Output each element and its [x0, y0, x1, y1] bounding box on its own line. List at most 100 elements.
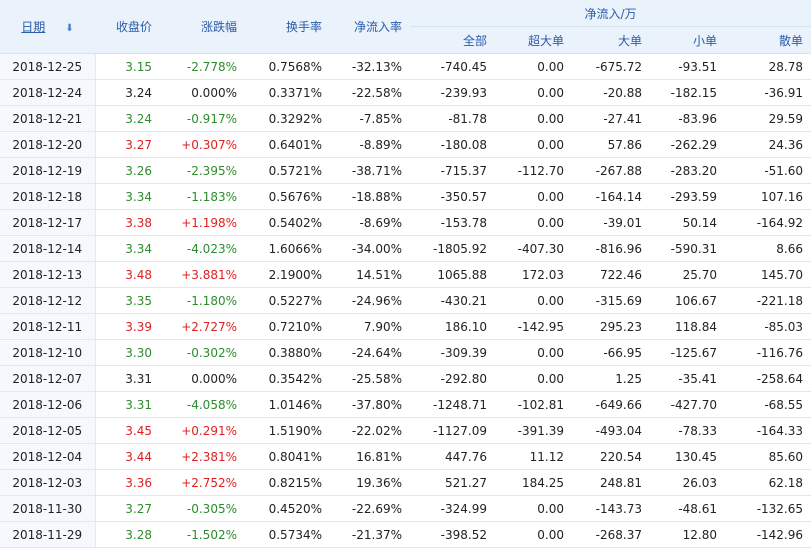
value-cell: 3.24 [95, 105, 160, 132]
value-cell: -180.08 [410, 131, 495, 158]
value-cell: 172.03 [495, 261, 572, 288]
value-cell: -182.15 [650, 79, 725, 106]
subcolumn-header[interactable]: 散单 [725, 26, 811, 54]
value-cell: 0.5734% [245, 521, 330, 548]
value-cell: 0.00 [495, 131, 572, 158]
value-cell: -1.502% [160, 521, 245, 548]
value-cell: 1065.88 [410, 261, 495, 288]
value-cell: 0.4520% [245, 495, 330, 522]
value-cell: 3.39 [95, 313, 160, 340]
date-cell: 2018-12-21 [0, 105, 96, 132]
value-cell: 0.00 [495, 365, 572, 392]
subcolumn-header[interactable]: 超大单 [495, 26, 572, 54]
close-header[interactable]: 收盘价 [95, 0, 160, 54]
value-cell: 248.81 [572, 469, 650, 496]
value-cell: 3.27 [95, 495, 160, 522]
value-cell: -142.95 [495, 313, 572, 340]
value-cell: 0.3542% [245, 365, 330, 392]
value-cell: -590.31 [650, 235, 725, 262]
value-cell: 3.45 [95, 417, 160, 444]
change-header[interactable]: 涨跌幅 [160, 0, 245, 54]
subcolumn-header[interactable]: 小单 [650, 26, 725, 54]
value-cell: 3.34 [95, 235, 160, 262]
value-cell: -283.20 [650, 157, 725, 184]
value-cell: -85.03 [725, 313, 811, 340]
data-row: 2018-12-03 3.36 +2.752% 0.8215% 19.36% 521.27… [0, 469, 811, 496]
date-cell: 2018-12-17 [0, 209, 96, 236]
value-cell: 186.10 [410, 313, 495, 340]
value-cell: -112.70 [495, 157, 572, 184]
value-cell: 57.86 [572, 131, 650, 158]
value-cell: -20.88 [572, 79, 650, 106]
value-cell: -68.55 [725, 391, 811, 418]
value-cell: 3.34 [95, 183, 160, 210]
value-cell: -407.30 [495, 235, 572, 262]
value-cell: 14.51% [330, 261, 410, 288]
value-cell: 1.5190% [245, 417, 330, 444]
value-cell: 722.46 [572, 261, 650, 288]
subheader-row: 全部 超大单 大单 小单 散单 [0, 26, 811, 54]
date-header[interactable]: 日期 ⬇ [0, 0, 95, 54]
value-cell: -4.023% [160, 235, 245, 262]
value-cell: 12.80 [650, 521, 725, 548]
value-cell: 0.5676% [245, 183, 330, 210]
value-cell: -164.14 [572, 183, 650, 210]
value-cell: -267.88 [572, 157, 650, 184]
value-cell: -493.04 [572, 417, 650, 444]
value-cell: 3.24 [95, 79, 160, 106]
value-cell: 107.16 [725, 183, 811, 210]
value-cell: -22.58% [330, 79, 410, 106]
value-cell: +1.198% [160, 209, 245, 236]
value-cell: -36.91 [725, 79, 811, 106]
value-cell: -34.00% [330, 235, 410, 262]
value-cell: -391.39 [495, 417, 572, 444]
value-cell: -1248.71 [410, 391, 495, 418]
value-cell: -66.95 [572, 339, 650, 366]
value-cell: 0.3292% [245, 105, 330, 132]
value-cell: -268.37 [572, 521, 650, 548]
value-cell: -22.02% [330, 417, 410, 444]
value-cell: -427.70 [650, 391, 725, 418]
subcolumn-header[interactable]: 大单 [572, 26, 650, 54]
value-cell: -309.39 [410, 339, 495, 366]
value-cell: +0.291% [160, 417, 245, 444]
value-cell: 0.00 [495, 339, 572, 366]
value-cell: -258.64 [725, 365, 811, 392]
value-cell: 130.45 [650, 443, 725, 470]
value-cell: -816.96 [572, 235, 650, 262]
date-sort-link[interactable]: 日期 [21, 20, 46, 34]
value-cell: 0.000% [160, 79, 245, 106]
data-row: 2018-12-04 3.44 +2.381% 0.8041% 16.81% 447.76… [0, 443, 811, 470]
date-cell: 2018-12-25 [0, 53, 96, 80]
value-cell: 29.59 [725, 105, 811, 132]
value-cell: 521.27 [410, 469, 495, 496]
value-cell: -142.96 [725, 521, 811, 548]
value-cell: 3.26 [95, 157, 160, 184]
value-cell: -8.89% [330, 131, 410, 158]
data-row: 2018-12-07 3.31 0.000% 0.3542% -25.58% -292.8… [0, 365, 811, 392]
turnover-header[interactable]: 换手率 [245, 0, 330, 54]
value-cell: +2.381% [160, 443, 245, 470]
value-cell: 0.5721% [245, 157, 330, 184]
data-row: 2018-12-11 3.39 +2.727% 0.7210% 7.90% 186.10-… [0, 313, 811, 340]
value-cell: -8.69% [330, 209, 410, 236]
date-cell: 2018-12-18 [0, 183, 96, 210]
value-cell: 26.03 [650, 469, 725, 496]
value-cell: -164.33 [725, 417, 811, 444]
data-row: 2018-11-30 3.27 -0.305% 0.4520% -22.69% -324.… [0, 495, 811, 522]
date-cell: 2018-12-20 [0, 131, 96, 158]
date-cell: 2018-12-11 [0, 313, 96, 340]
value-cell: -239.93 [410, 79, 495, 106]
value-cell: -398.52 [410, 521, 495, 548]
value-cell: -81.78 [410, 105, 495, 132]
data-row: 2018-12-05 3.45 +0.291% 1.5190% -22.02% -1127… [0, 417, 811, 444]
inflow-rate-header[interactable]: 净流入率 [330, 0, 410, 54]
value-cell: 3.36 [95, 469, 160, 496]
subcolumn-header[interactable]: 全部 [410, 26, 495, 54]
value-cell: -143.73 [572, 495, 650, 522]
value-cell: -649.66 [572, 391, 650, 418]
value-cell: -37.80% [330, 391, 410, 418]
value-cell: 0.00 [495, 287, 572, 314]
sort-arrow[interactable]: ⬇ [65, 23, 74, 34]
value-cell: -2.778% [160, 53, 245, 80]
